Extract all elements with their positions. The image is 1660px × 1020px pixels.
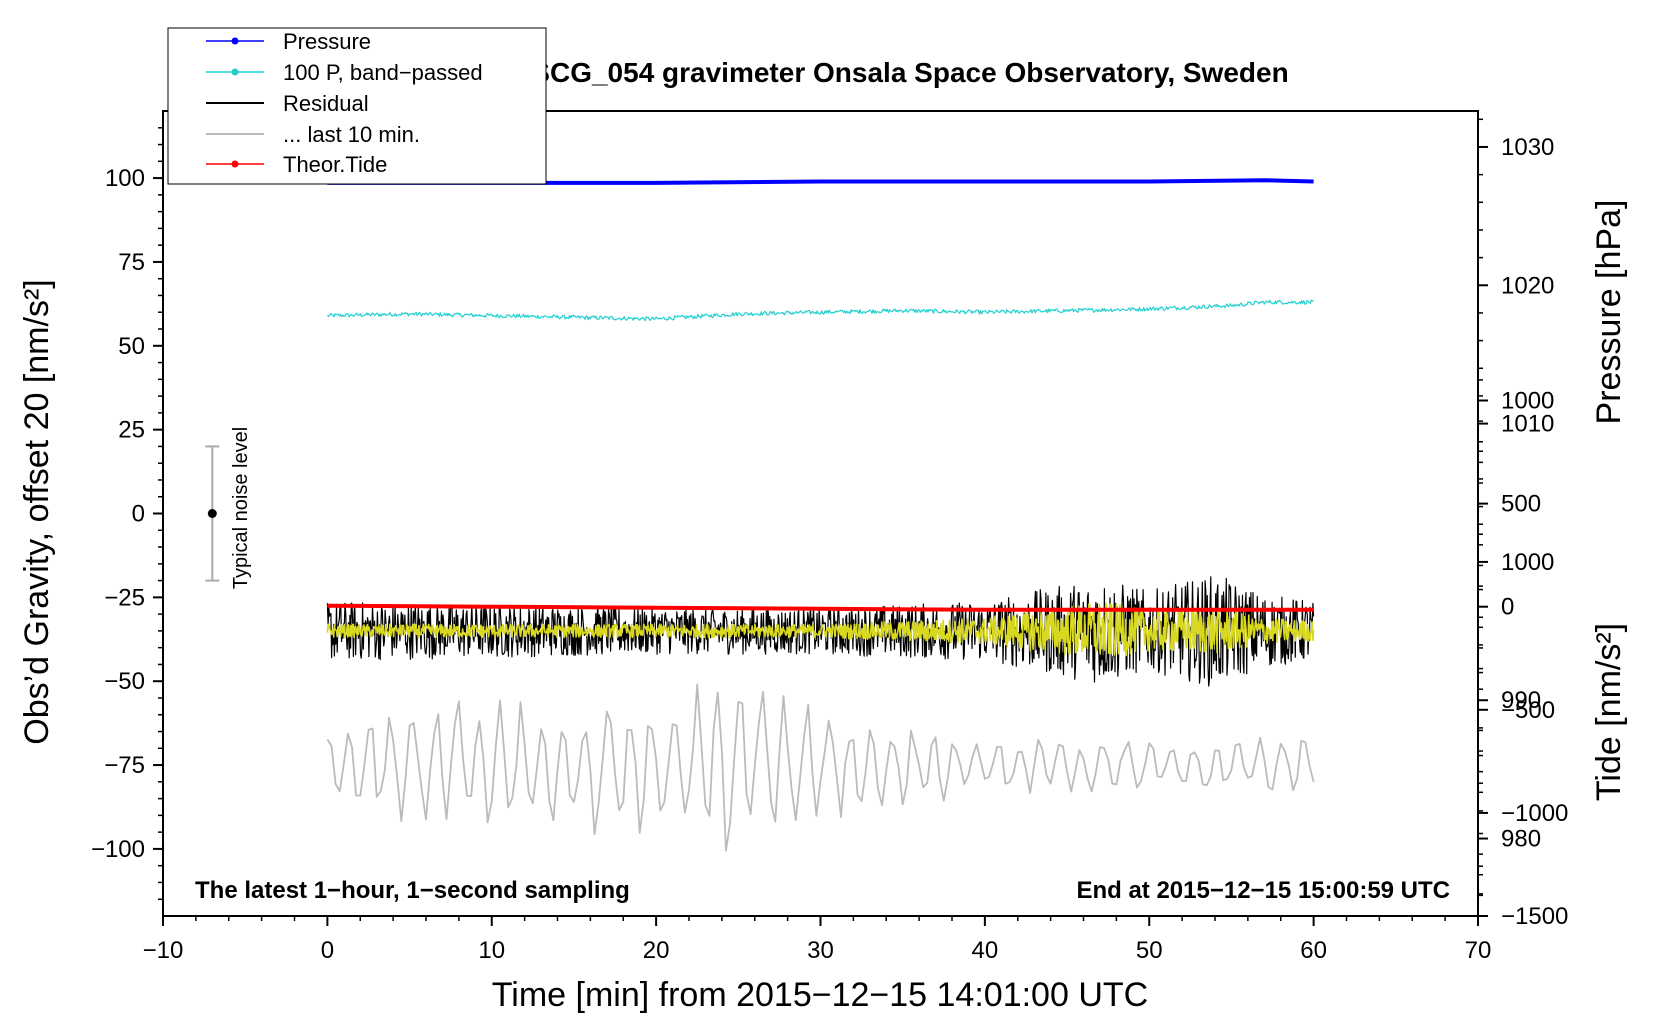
x-tick-label: 10	[478, 937, 505, 964]
legend: Pressure 100 P, band−passed Residual ...…	[167, 27, 547, 185]
legend-box	[167, 27, 547, 185]
y-left-tick-label: 75	[118, 249, 145, 276]
noise-bar	[205, 445, 220, 582]
x-tick-label: 60	[1300, 937, 1327, 964]
annotation-bottom-right: End at 2015−12−15 15:00:59 UTC	[1076, 877, 1450, 904]
y-pressure-tick-label: 980	[1501, 826, 1541, 853]
legend-entry: Residual	[206, 91, 369, 116]
y-left-tick-label: −100	[91, 836, 145, 863]
y-axis-title-pressure: Pressure [hPa]	[1590, 200, 1628, 425]
y-axis-title-tide: Tide [nm/s²]	[1590, 623, 1628, 801]
y-tide-tick-label: 0	[1501, 594, 1514, 621]
legend-entry: 100 P, band−passed	[206, 60, 483, 85]
tick-marks: −10 0 10 20 30 40 50 60 701007550250−25−50−75−10…	[91, 118, 1568, 964]
legend-marker-bandpassed	[231, 68, 239, 76]
legend-label-residual: Residual	[283, 91, 369, 116]
legend-label-bandpassed: 100 P, band−passed	[283, 60, 483, 85]
y-pressure-tick-label: 1030	[1501, 134, 1554, 161]
y-axis-title-left: Obs’d Gravity, offset 20 [nm/s²]	[18, 279, 56, 744]
y-left-tick-label: 25	[118, 417, 145, 444]
x-tick-label: −10	[143, 937, 184, 964]
legend-label-pressure: Pressure	[283, 29, 371, 54]
legend-entry: Pressure	[206, 29, 371, 54]
y-pressure-tick-label: 990	[1501, 687, 1541, 714]
y-tide-tick-label: −1000	[1501, 800, 1568, 827]
noise-label: Typical noise level	[230, 427, 252, 589]
series-theor-tide	[327, 603, 1314, 612]
legend-entry: ... last 10 min.	[206, 122, 420, 147]
x-tick-label: 0	[321, 937, 334, 964]
y-tide-tick-label: 1000	[1501, 388, 1554, 415]
x-tick-label: 40	[972, 937, 999, 964]
y-pressure-tick-label: 1020	[1501, 272, 1554, 299]
y-left-tick-label: 0	[132, 501, 145, 528]
y-pressure-tick-label: 1010	[1501, 411, 1554, 438]
series-layer	[326, 178, 1315, 852]
y-tide-tick-label: −500	[1501, 697, 1555, 724]
legend-marker-tide	[231, 160, 239, 168]
y-left-tick-label: −25	[104, 584, 145, 611]
x-axis-title: Time [min] from 2015−12−15 14:01:00 UTC	[492, 976, 1148, 1014]
legend-marker-pressure	[231, 37, 239, 45]
chart-title: SCG_054 gravimeter Onsala Space Observat…	[531, 57, 1288, 88]
x-tick-label: 20	[643, 937, 670, 964]
legend-label-tide: Theor.Tide	[283, 152, 387, 177]
legend-entry: Theor.Tide	[206, 152, 387, 177]
y-left-tick-label: −75	[104, 752, 145, 779]
noise-bar-center	[207, 509, 217, 518]
legend-label-last10: ... last 10 min.	[283, 122, 420, 147]
x-tick-label: 50	[1136, 937, 1163, 964]
y-tide-tick-label: −1500	[1501, 903, 1568, 930]
y-pressure-tick-label: 1000	[1501, 549, 1554, 576]
y-tide-tick-label: 500	[1501, 491, 1541, 518]
y-left-tick-label: 50	[118, 333, 145, 360]
y-left-tick-label: 100	[105, 165, 145, 192]
x-tick-label: 70	[1465, 937, 1492, 964]
series-100-p-band-passed	[326, 299, 1314, 322]
y-left-tick-label: −50	[104, 668, 145, 695]
series-residual-smoothed	[326, 602, 1315, 657]
series-last-10-min	[326, 683, 1315, 852]
annotation-bottom-left: The latest 1−hour, 1−second sampling	[195, 877, 630, 904]
x-tick-label: 30	[807, 937, 834, 964]
